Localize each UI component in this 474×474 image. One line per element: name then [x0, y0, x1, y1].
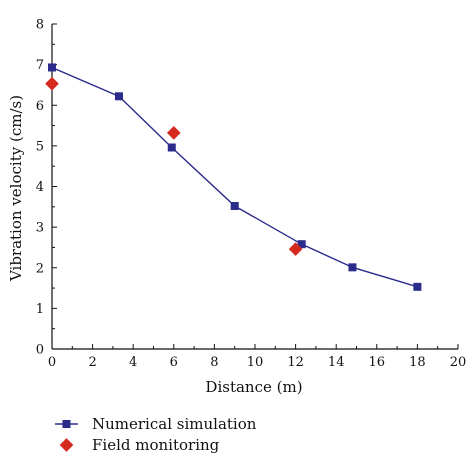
x-tick-label: 8 [210, 355, 218, 370]
x-tick-label: 0 [48, 355, 56, 370]
series-line [51, 66, 418, 288]
y-tick-label: 5 [36, 139, 44, 154]
square-marker [297, 240, 306, 249]
x-tick-label: 16 [369, 355, 386, 370]
legend-item: Numerical simulation [55, 415, 257, 433]
square-marker [413, 282, 422, 291]
square-marker [114, 92, 123, 101]
diamond-marker [45, 76, 59, 91]
y-tick-label: 7 [36, 58, 44, 73]
diamond-marker [288, 242, 303, 256]
square-marker [230, 202, 239, 210]
series-numerical-simulation [48, 63, 422, 291]
y-axis-label: Vibration velocity (cm/s) [7, 95, 25, 282]
diamond-marker [166, 126, 181, 140]
square-marker [48, 63, 56, 72]
x-tick-label: 18 [409, 355, 426, 370]
legend: Numerical simulation Field monitoring [55, 415, 257, 454]
x-tick-label: 10 [247, 355, 264, 370]
plot-area [45, 63, 422, 291]
y-tick-label: 3 [36, 221, 44, 236]
series-field-monitoring [45, 76, 303, 256]
square-marker [348, 263, 357, 272]
x-tick-label: 14 [328, 355, 345, 370]
y-tick-label: 4 [36, 180, 44, 195]
x-tick-label: 2 [88, 355, 96, 370]
x-tick-label: 20 [450, 355, 467, 370]
legend-square-icon [62, 420, 71, 428]
legend-item: Field monitoring [59, 436, 220, 454]
legend-diamond-icon [59, 438, 74, 452]
y-tick-label: 8 [36, 18, 44, 33]
legend-label: Numerical simulation [92, 415, 257, 433]
x-tick-label: 12 [287, 355, 304, 370]
y-tick-label: 1 [36, 302, 44, 317]
x-axis-label: Distance (m) [205, 378, 302, 396]
y-tick-label: 6 [36, 99, 44, 114]
legend-label: Field monitoring [92, 436, 220, 454]
square-marker [167, 143, 176, 152]
x-tick-label: 6 [170, 355, 178, 370]
x-tick-label: 4 [129, 355, 137, 370]
y-tick-label: 0 [36, 343, 44, 358]
y-tick-label: 2 [36, 261, 44, 276]
